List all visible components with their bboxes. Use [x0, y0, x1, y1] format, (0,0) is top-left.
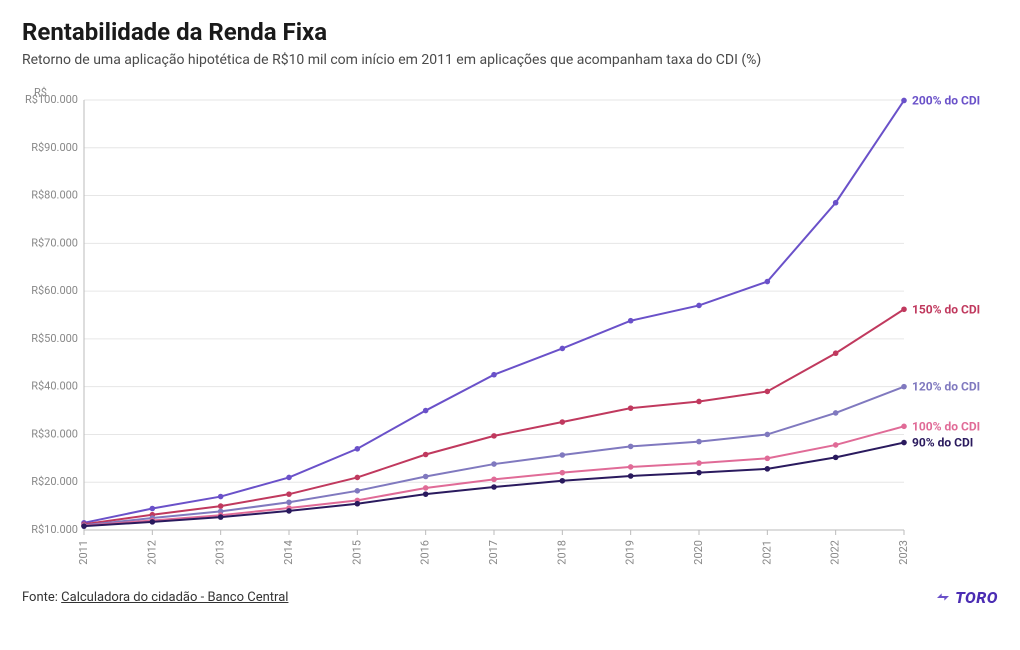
source-link[interactable]: Calculadora do cidadão - Banco Central [61, 590, 288, 605]
svg-text:2011: 2011 [77, 540, 90, 565]
svg-text:R$80.000: R$80.000 [31, 189, 78, 202]
svg-text:150% do CDI: 150% do CDI [912, 302, 980, 316]
svg-text:R$10.000: R$10.000 [31, 523, 78, 536]
chart-footer: Fonte: Calculadora do cidadão - Banco Ce… [22, 582, 998, 607]
svg-text:2022: 2022 [829, 540, 842, 565]
svg-text:R$50.000: R$50.000 [31, 332, 78, 345]
svg-text:R$90.000: R$90.000 [31, 141, 78, 154]
brand-text: TORO [955, 588, 998, 607]
svg-text:200% do CDI: 200% do CDI [912, 93, 980, 107]
svg-text:2014: 2014 [282, 540, 295, 565]
chart-title: Rentabilidade da Renda Fixa [22, 18, 998, 46]
svg-text:2015: 2015 [350, 540, 363, 565]
svg-text:R$40.000: R$40.000 [31, 380, 78, 393]
svg-text:2017: 2017 [487, 540, 500, 565]
svg-text:R$60.000: R$60.000 [31, 284, 78, 297]
source-text: Fonte: Calculadora do cidadão - Banco Ce… [22, 590, 288, 605]
line-chart: R$R$10.000R$20.000R$30.000R$40.000R$50.0… [22, 82, 998, 582]
svg-text:90% do CDI: 90% do CDI [912, 436, 973, 450]
svg-text:2020: 2020 [692, 540, 705, 565]
svg-text:R$30.000: R$30.000 [31, 427, 78, 440]
svg-text:2021: 2021 [760, 540, 773, 565]
svg-text:2019: 2019 [624, 540, 637, 565]
svg-text:100% do CDI: 100% do CDI [912, 419, 980, 433]
svg-text:2012: 2012 [145, 540, 158, 565]
chart-plot-area: R$R$10.000R$20.000R$30.000R$40.000R$50.0… [22, 82, 998, 582]
chart-subtitle: Retorno de uma aplicação hipotética de R… [22, 52, 998, 68]
svg-text:2023: 2023 [897, 540, 910, 565]
svg-text:2016: 2016 [419, 540, 432, 565]
chart-container: Rentabilidade da Renda Fixa Retorno de u… [0, 0, 1020, 650]
brand-logo: TORO [935, 588, 998, 607]
svg-text:R$20.000: R$20.000 [31, 475, 78, 488]
svg-text:120% do CDI: 120% do CDI [912, 380, 980, 394]
svg-text:R$70.000: R$70.000 [31, 236, 78, 249]
source-prefix: Fonte: [22, 590, 61, 605]
svg-text:2018: 2018 [555, 540, 568, 565]
svg-text:2013: 2013 [214, 540, 227, 565]
brand-icon [935, 590, 951, 606]
svg-text:R$100.000: R$100.000 [25, 93, 78, 106]
